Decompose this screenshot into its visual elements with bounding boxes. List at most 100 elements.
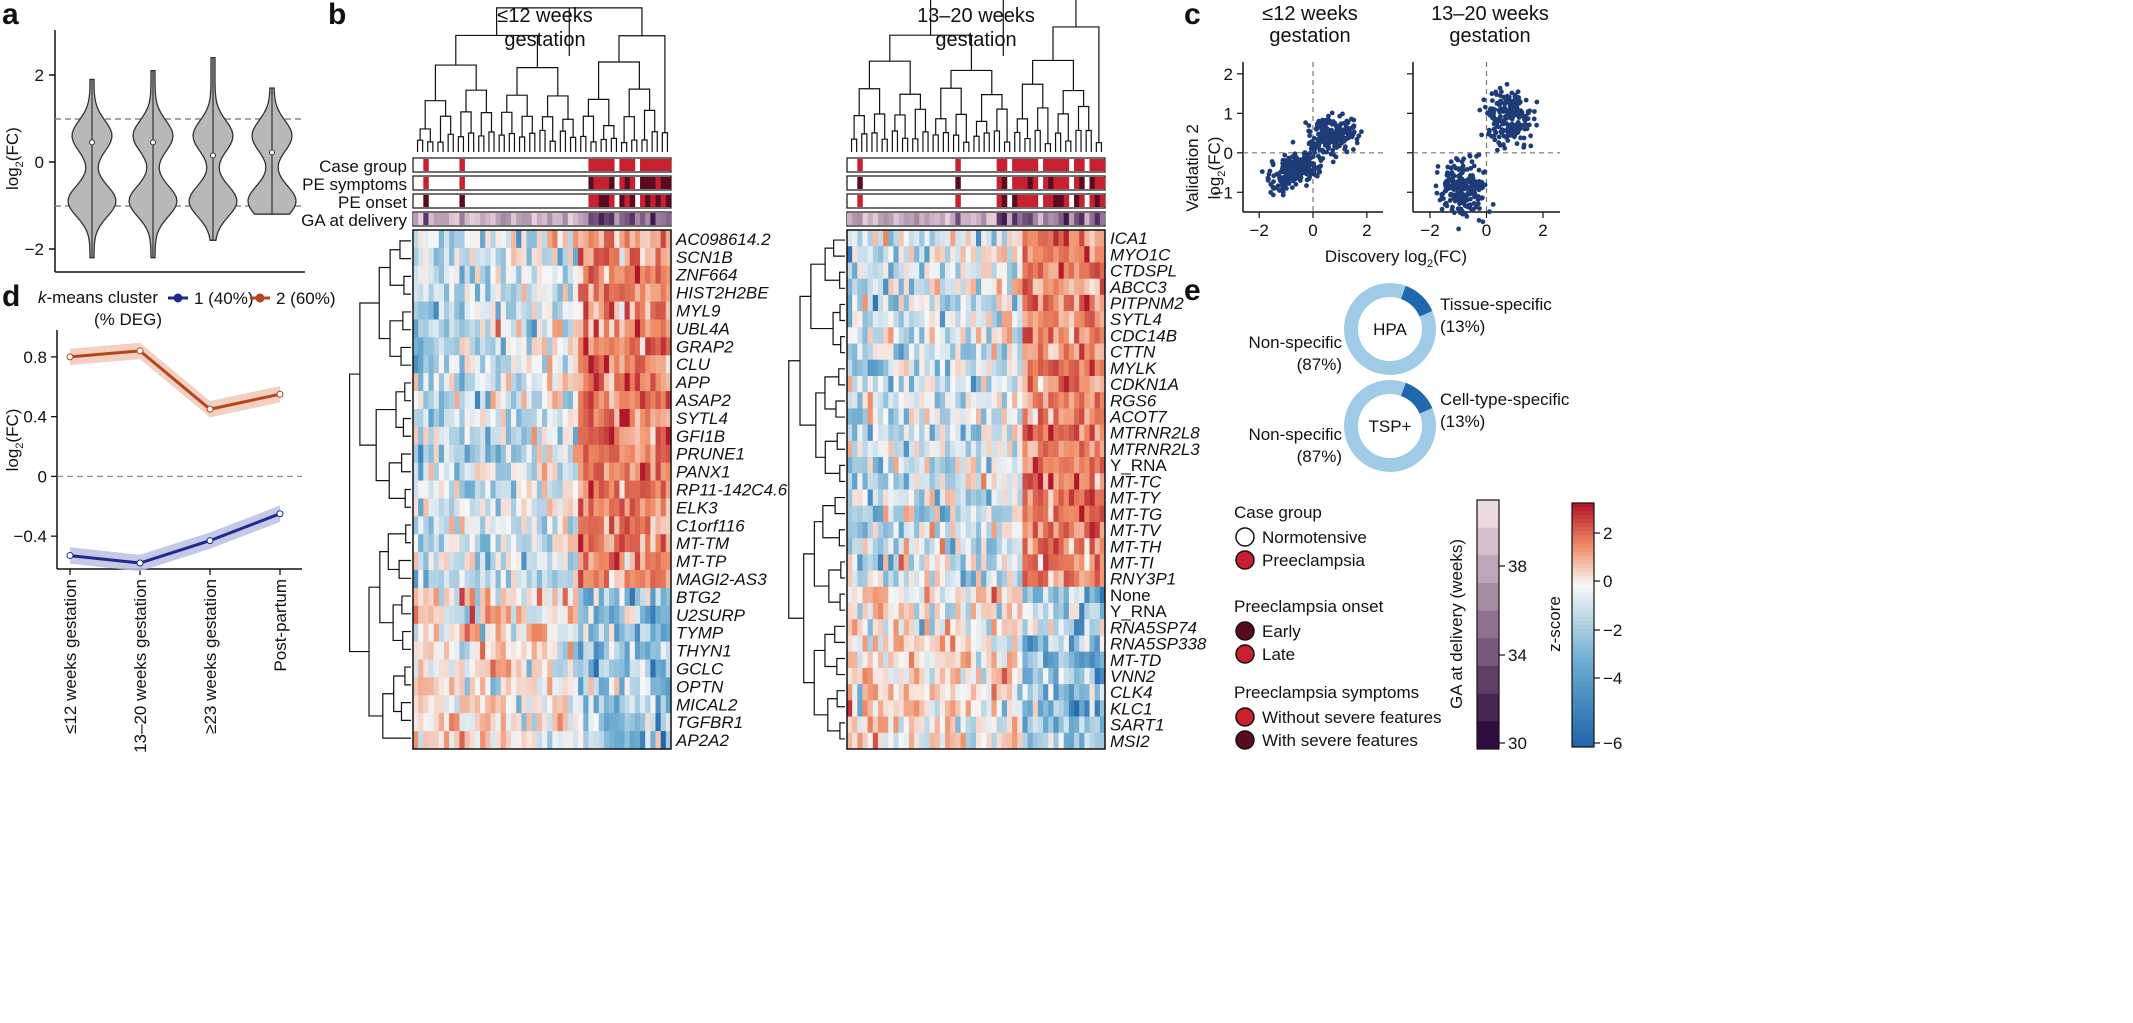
heatmap-cell	[547, 534, 553, 553]
heatmap-cell	[934, 457, 941, 474]
dendrogram-branch	[506, 94, 528, 117]
heatmap-cell	[1001, 635, 1008, 653]
heatmap-cell	[603, 462, 610, 481]
heatmap-cell	[852, 716, 858, 734]
dendrogram-branch	[403, 275, 411, 295]
heatmap-cell	[965, 635, 972, 653]
heatmap-cell	[1032, 651, 1039, 669]
scatter-point	[1458, 182, 1463, 188]
heatmap-cell	[970, 521, 977, 539]
heatmap-cell	[423, 283, 429, 302]
heatmap-cell	[955, 230, 961, 247]
heatmap-cell	[872, 294, 879, 312]
heatmap-cell	[1074, 619, 1080, 636]
heatmap-cell	[547, 659, 553, 678]
heatmap-cell	[655, 301, 662, 320]
heatmap-cell	[655, 355, 662, 374]
heatmap-cell	[583, 695, 589, 714]
heatmap-cell	[629, 373, 636, 392]
dendrogram-branch	[838, 368, 845, 386]
heatmap-cell	[578, 319, 584, 338]
heatmap-cell	[433, 677, 440, 696]
heatmap-cell	[567, 623, 574, 642]
heatmap-cell	[593, 408, 600, 428]
heatmap-cell	[645, 731, 651, 750]
heatmap-cell	[665, 605, 672, 625]
heatmap-cell	[521, 713, 527, 732]
heatmap-cell	[1094, 586, 1101, 604]
annotation-cell	[572, 213, 579, 225]
scatter-point	[1294, 165, 1299, 170]
heatmap-cell	[1074, 716, 1080, 734]
heatmap-cell	[1048, 667, 1054, 685]
heatmap-cell	[1043, 375, 1049, 393]
heatmap-cell	[996, 505, 1003, 523]
heatmap-cell	[1017, 262, 1023, 280]
heatmap-cell	[991, 278, 997, 296]
heatmap-cell	[413, 373, 419, 392]
heatmap-cell	[603, 587, 610, 607]
heatmap-cell	[1017, 327, 1023, 344]
heatmap-cell	[893, 424, 899, 442]
heatmap-cell	[862, 538, 868, 555]
heatmap-cell	[934, 732, 941, 750]
heatmap-cell	[547, 677, 553, 696]
zscore-colorbar-step	[1572, 653, 1594, 659]
dendrogram-branch	[439, 115, 452, 143]
heatmap-cell	[955, 343, 961, 361]
heatmap-cell	[495, 408, 502, 428]
heatmap-cell	[598, 659, 605, 678]
heatmap-cell	[960, 278, 967, 296]
heatmap-cell	[1079, 262, 1085, 280]
heatmap-cell	[945, 473, 951, 490]
heatmap-cell	[847, 489, 853, 507]
heatmap-cell	[1094, 246, 1101, 263]
gene-label: ASAP2	[675, 391, 731, 410]
heatmap-cell	[495, 641, 502, 660]
heatmap-cell	[1048, 278, 1054, 296]
heatmap-cell	[413, 265, 419, 285]
annotation-cell	[593, 195, 600, 207]
heatmap-cell	[485, 677, 491, 696]
heatmap-cell	[1032, 230, 1039, 247]
heatmap-cell	[903, 521, 910, 539]
heatmap-cell	[459, 480, 465, 499]
heatmap-cell	[872, 667, 879, 685]
heatmap-cell	[867, 343, 874, 361]
scatter-point	[1329, 130, 1335, 136]
heatmap-cell	[1099, 408, 1106, 425]
heatmap-cell	[1099, 343, 1106, 361]
heatmap-cell	[552, 265, 558, 285]
heatmap-cell	[598, 230, 605, 249]
heatmap-cell	[593, 355, 600, 374]
heatmap-cell	[418, 480, 424, 499]
heatmap-cell	[857, 262, 863, 280]
heatmap-cell	[557, 462, 563, 481]
heatmap-cell	[1037, 230, 1044, 247]
annotation-cell	[924, 213, 930, 225]
heatmap-cell	[655, 713, 662, 732]
heatmap-cell	[480, 408, 486, 428]
dendrogram-branch	[993, 130, 1001, 152]
heatmap-cell	[454, 319, 460, 338]
scatter-point	[1507, 123, 1513, 129]
heatmap-cell	[624, 408, 631, 428]
heatmap-cell	[1074, 262, 1080, 280]
annotation-cell	[847, 213, 853, 225]
heatmap-cell	[1006, 375, 1013, 393]
heatmap-cell	[1074, 327, 1080, 344]
heatmap-cell	[526, 426, 533, 446]
heatmap-cell	[505, 659, 512, 678]
zscore-colorbar-step	[1572, 559, 1594, 565]
annotation-cell	[665, 159, 672, 171]
heatmap-cell	[495, 605, 502, 625]
heatmap-cell	[495, 480, 502, 499]
heatmap-cell	[1063, 521, 1070, 539]
scatter-point	[1518, 135, 1523, 141]
heatmap-cell	[908, 667, 915, 685]
heatmap-cell	[1099, 375, 1106, 393]
annotation-cell	[557, 213, 563, 225]
annotation-cell	[423, 159, 429, 171]
heatmap-cell	[588, 498, 594, 517]
heatmap-cell	[893, 619, 899, 636]
